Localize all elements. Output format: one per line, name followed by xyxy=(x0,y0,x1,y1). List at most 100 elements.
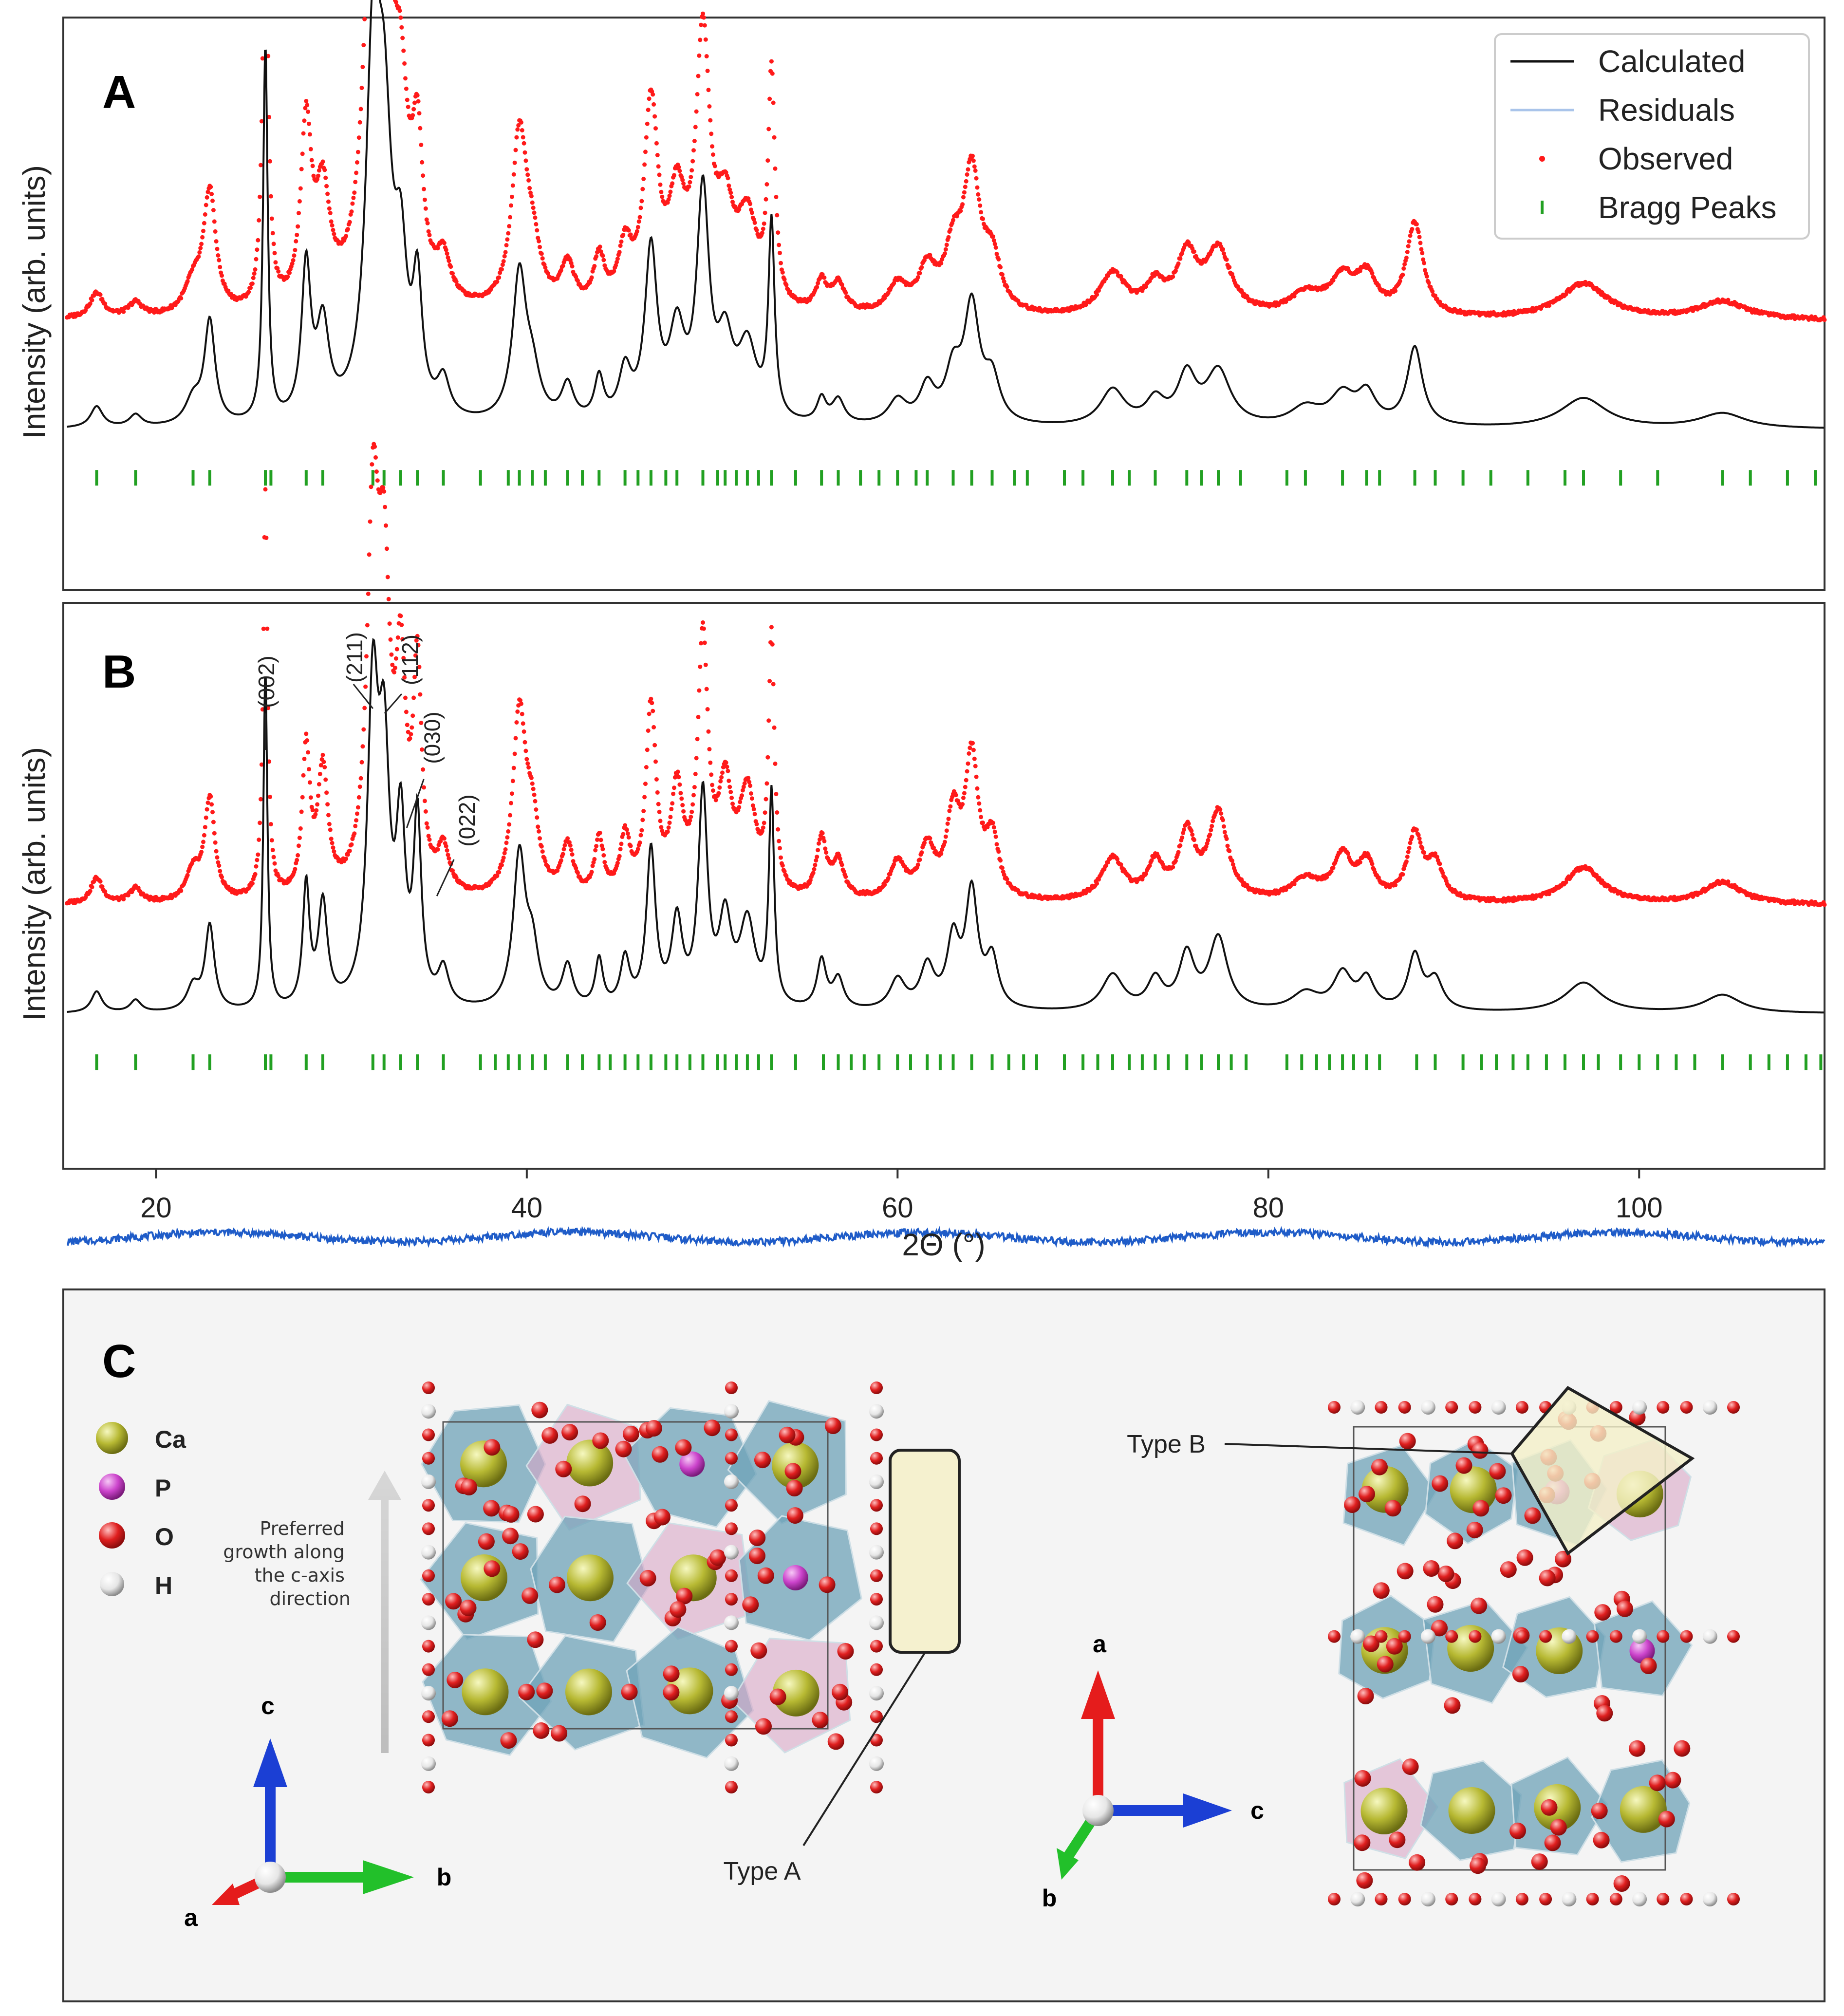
observed-point xyxy=(497,870,502,875)
observed-point xyxy=(399,622,404,627)
observed-point xyxy=(308,147,313,151)
observed-point xyxy=(512,160,517,165)
growth-note-line-4: direction xyxy=(269,1588,351,1609)
observed-point xyxy=(928,836,932,840)
o-atom xyxy=(827,1733,844,1750)
observed-point xyxy=(499,863,504,867)
observed-point xyxy=(387,621,392,626)
observed-point xyxy=(508,215,513,220)
observed-point xyxy=(974,176,979,181)
observed-point xyxy=(701,626,706,631)
observed-point xyxy=(695,92,700,96)
observed-point xyxy=(427,837,432,842)
o-atom xyxy=(592,1432,609,1449)
observed-point xyxy=(350,201,355,206)
observed-point xyxy=(635,224,640,229)
o-atom xyxy=(754,1452,771,1469)
observed-point xyxy=(1822,902,1827,907)
x-tick-label: 100 xyxy=(1616,1192,1663,1224)
o-atom xyxy=(615,1440,632,1457)
observed-point xyxy=(210,810,215,815)
observed-point xyxy=(710,783,715,787)
observed-point xyxy=(310,808,315,813)
observed-point xyxy=(1417,235,1422,240)
observed-point xyxy=(534,807,539,812)
observed-point xyxy=(314,808,319,813)
observed-point xyxy=(215,246,220,251)
observed-point xyxy=(297,836,302,840)
observed-point xyxy=(917,857,922,862)
o-atom xyxy=(725,1781,738,1793)
observed-point xyxy=(402,61,407,66)
o-atom xyxy=(824,1418,841,1434)
o-atom xyxy=(1613,1875,1630,1892)
observed-point xyxy=(692,785,697,789)
observed-point xyxy=(1418,241,1423,245)
observed-point xyxy=(655,153,660,157)
observed-point xyxy=(773,166,778,171)
observed-point xyxy=(654,141,659,146)
h-atom xyxy=(1632,1892,1647,1906)
observed-point xyxy=(990,234,995,239)
observed-point xyxy=(256,852,261,857)
observed-point xyxy=(1214,809,1219,814)
panel-b-letter: B xyxy=(102,646,136,698)
o-atom xyxy=(1657,1401,1670,1414)
observed-point xyxy=(1221,824,1226,829)
observed-point xyxy=(509,791,514,796)
observed-point xyxy=(589,275,594,280)
panel-b-ylabel: Intensity (arb. units) xyxy=(17,747,52,1021)
o-atom xyxy=(812,1712,829,1729)
o-atom xyxy=(663,1684,680,1701)
observed-point xyxy=(659,189,664,194)
observed-point xyxy=(301,773,306,778)
observed-point xyxy=(652,102,656,107)
observed-point xyxy=(1346,851,1350,856)
observed-point xyxy=(707,747,712,751)
o-atom xyxy=(870,1569,883,1582)
observed-point xyxy=(522,150,527,155)
observed-point xyxy=(839,282,844,287)
o-atom xyxy=(1541,1799,1558,1816)
o-atom xyxy=(1727,1401,1740,1414)
observed-point xyxy=(511,765,516,770)
observed-point xyxy=(313,812,318,817)
observed-point xyxy=(360,65,365,69)
observed-point xyxy=(966,167,970,172)
observed-point xyxy=(418,126,423,131)
observed-point xyxy=(121,897,126,902)
observed-point xyxy=(530,200,535,205)
observed-point xyxy=(651,92,655,97)
observed-point xyxy=(994,251,999,256)
observed-point xyxy=(499,267,504,272)
o-atom xyxy=(1397,1563,1414,1580)
panel-a-ylabel: Intensity (arb. units) xyxy=(17,165,52,439)
observed-point xyxy=(418,692,423,697)
observed-point xyxy=(653,759,658,764)
observed-point xyxy=(1419,247,1424,252)
observed-point xyxy=(773,761,778,766)
observed-point xyxy=(422,785,426,790)
h-atom xyxy=(421,1545,436,1560)
observed-point xyxy=(1437,861,1442,866)
observed-point xyxy=(208,185,213,189)
o-atom xyxy=(1629,1740,1646,1757)
observed-point xyxy=(509,801,513,805)
observed-point xyxy=(201,840,205,844)
observed-point xyxy=(990,821,995,825)
observed-point xyxy=(533,215,538,220)
observed-point xyxy=(709,772,714,777)
observed-point xyxy=(1186,821,1191,826)
observed-point xyxy=(368,519,373,524)
observed-point xyxy=(364,654,369,659)
observed-point xyxy=(694,756,699,761)
observed-point xyxy=(692,139,697,143)
h-sphere-icon xyxy=(100,1572,124,1596)
o-atom xyxy=(555,1460,572,1477)
observed-point xyxy=(388,637,393,642)
observed-point xyxy=(1400,872,1405,877)
h-atom xyxy=(1702,1400,1717,1415)
observed-point xyxy=(570,264,575,269)
observed-point xyxy=(1000,865,1005,870)
observed-point xyxy=(964,179,969,184)
